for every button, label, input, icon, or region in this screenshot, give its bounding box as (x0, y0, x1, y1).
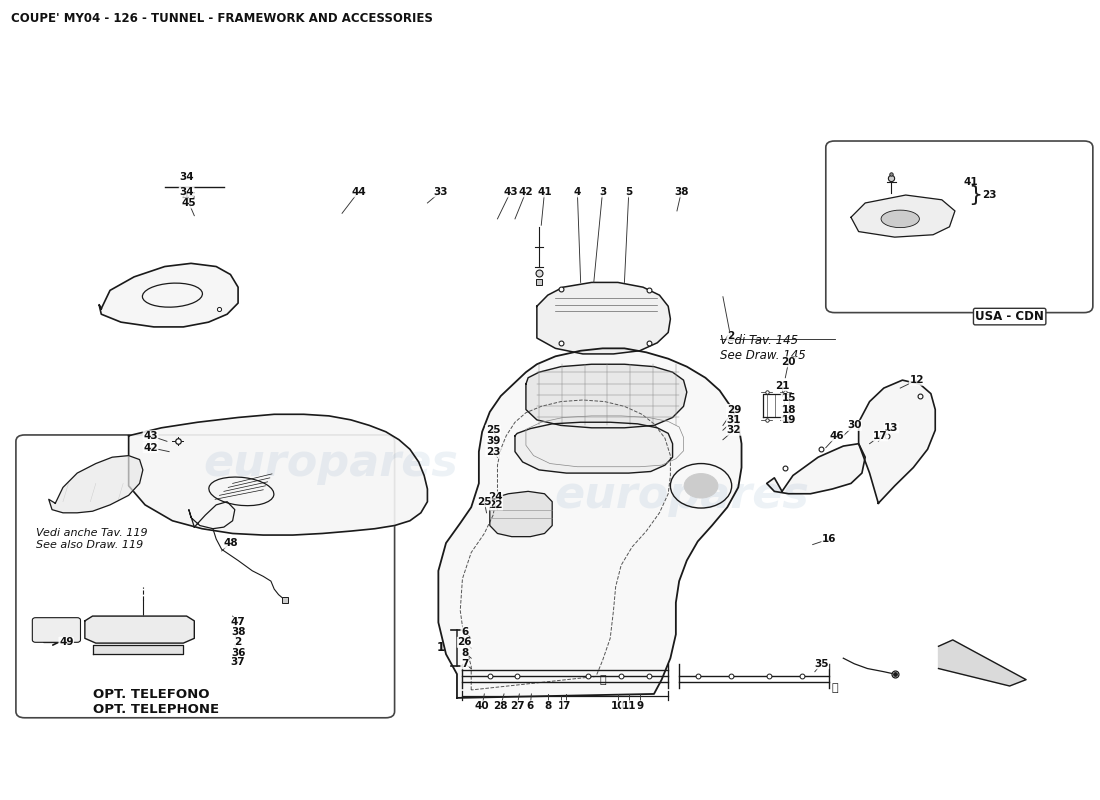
Text: 41: 41 (537, 187, 552, 197)
Text: 27: 27 (510, 701, 525, 711)
FancyBboxPatch shape (15, 435, 395, 718)
Text: 35: 35 (814, 658, 828, 669)
Text: 16: 16 (822, 534, 836, 544)
Text: 49: 49 (59, 638, 74, 647)
Text: 2: 2 (727, 331, 734, 342)
Text: 3: 3 (598, 187, 606, 197)
Text: 25: 25 (477, 497, 492, 506)
Text: 38: 38 (231, 627, 245, 637)
Text: 37: 37 (231, 657, 245, 667)
Text: 15: 15 (781, 394, 795, 403)
Text: 8: 8 (544, 701, 551, 711)
Text: 23: 23 (982, 190, 997, 200)
Ellipse shape (881, 210, 920, 228)
Text: 26: 26 (458, 638, 472, 647)
Polygon shape (85, 616, 195, 643)
Polygon shape (92, 645, 184, 654)
Polygon shape (537, 282, 670, 354)
Text: OPT. TELEFONO
OPT. TELEPHONE: OPT. TELEFONO OPT. TELEPHONE (92, 688, 219, 716)
Text: 6: 6 (527, 701, 534, 711)
Text: 47: 47 (231, 618, 245, 627)
Text: COUPE' MY04 - 126 - TUNNEL - FRAMEWORK AND ACCESSORIES: COUPE' MY04 - 126 - TUNNEL - FRAMEWORK A… (11, 12, 433, 25)
Polygon shape (490, 491, 552, 537)
Polygon shape (439, 348, 741, 698)
Text: 4: 4 (574, 187, 581, 197)
Polygon shape (129, 414, 428, 535)
Text: USA - CDN: USA - CDN (976, 310, 1044, 323)
Text: 45: 45 (182, 198, 196, 208)
Polygon shape (859, 380, 935, 503)
Text: 46: 46 (829, 430, 844, 441)
Text: 48: 48 (223, 538, 238, 548)
Text: 42: 42 (518, 187, 534, 197)
Text: 23: 23 (486, 446, 500, 457)
Text: 44: 44 (351, 187, 366, 197)
Text: 39: 39 (486, 436, 500, 446)
Text: 1: 1 (558, 701, 564, 711)
Polygon shape (767, 444, 866, 494)
Text: europares: europares (204, 442, 459, 485)
Text: 38: 38 (674, 187, 689, 197)
Text: 34: 34 (179, 171, 194, 182)
Text: 28: 28 (494, 701, 508, 711)
FancyBboxPatch shape (32, 618, 80, 642)
Text: 2: 2 (234, 638, 242, 647)
Text: 31: 31 (727, 415, 741, 425)
Text: 8: 8 (461, 648, 469, 658)
Text: Ⓐ: Ⓐ (832, 682, 838, 693)
Text: 34: 34 (179, 187, 194, 197)
Polygon shape (526, 364, 686, 428)
Text: 25: 25 (486, 425, 500, 435)
Polygon shape (48, 456, 143, 513)
Text: 43: 43 (504, 187, 518, 197)
Text: 11: 11 (621, 701, 636, 711)
Text: 41: 41 (964, 177, 978, 186)
Circle shape (684, 474, 718, 498)
FancyBboxPatch shape (826, 141, 1092, 313)
Text: 10: 10 (610, 701, 625, 711)
Text: 7: 7 (461, 658, 469, 669)
Text: 12: 12 (910, 375, 924, 385)
Text: 6: 6 (461, 627, 469, 637)
Text: Ⓐ: Ⓐ (600, 674, 606, 685)
Text: 24: 24 (488, 492, 503, 502)
Text: 21: 21 (774, 381, 790, 390)
Text: 29: 29 (727, 405, 741, 414)
Text: 36: 36 (231, 648, 245, 658)
Text: 17: 17 (873, 430, 888, 441)
Text: 22: 22 (488, 500, 503, 510)
Text: 5: 5 (625, 187, 632, 197)
Text: 33: 33 (433, 187, 448, 197)
Text: 32: 32 (727, 425, 741, 435)
Polygon shape (938, 640, 1026, 686)
Polygon shape (99, 263, 238, 327)
Text: 30: 30 (847, 421, 861, 430)
Text: europares: europares (554, 474, 808, 517)
Text: 19: 19 (781, 415, 795, 425)
Text: 13: 13 (884, 423, 899, 433)
Text: 7: 7 (563, 701, 570, 711)
Text: 18: 18 (781, 405, 795, 414)
Polygon shape (515, 422, 672, 473)
Text: 40: 40 (475, 701, 490, 711)
Text: 45: 45 (182, 192, 196, 202)
Text: Vedi Tav. 145
See Draw. 145: Vedi Tav. 145 See Draw. 145 (719, 334, 805, 362)
Text: }: } (968, 185, 982, 205)
Text: 1: 1 (437, 642, 444, 654)
Text: 20: 20 (781, 357, 795, 367)
Text: Vedi anche Tav. 119
See also Draw. 119: Vedi anche Tav. 119 See also Draw. 119 (35, 528, 147, 550)
Text: 9: 9 (636, 701, 644, 711)
Text: 43: 43 (143, 430, 157, 441)
Polygon shape (851, 195, 955, 237)
Text: 42: 42 (143, 442, 157, 453)
